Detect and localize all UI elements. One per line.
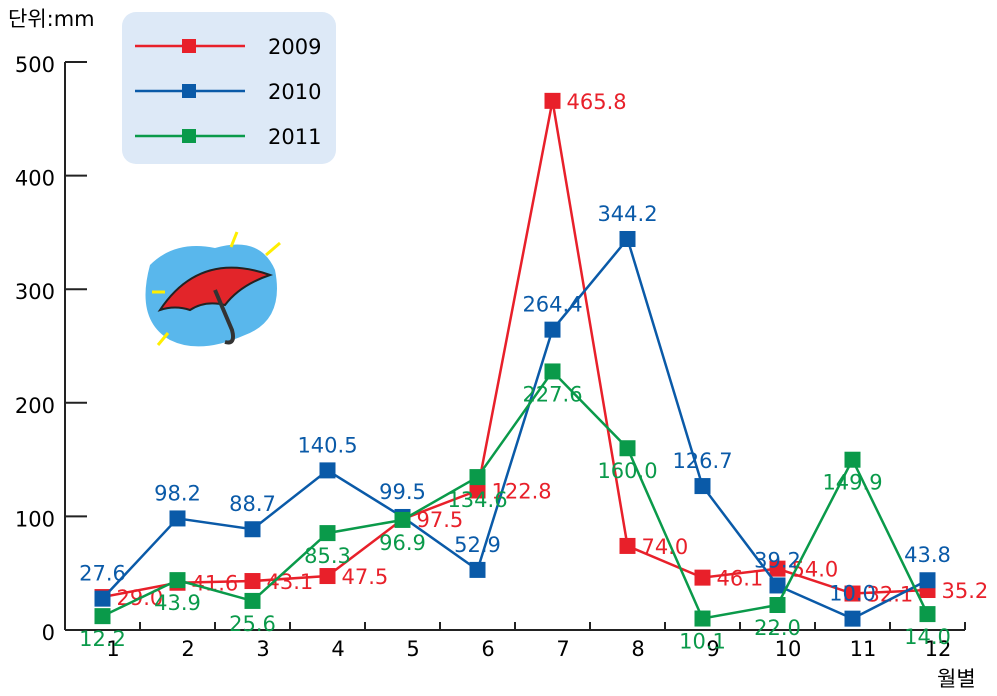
x-axis-label: 월별 [937, 667, 976, 691]
data-label: 39.2 [754, 548, 801, 572]
marker [694, 569, 711, 586]
marker [469, 561, 486, 578]
y-axis-label: 단위:mm [8, 7, 95, 31]
marker [94, 608, 111, 625]
marker [169, 510, 186, 527]
data-label: 264.4 [522, 293, 582, 317]
data-label: 134.6 [447, 488, 507, 512]
marker [619, 230, 636, 247]
data-label: 465.8 [567, 90, 627, 114]
legend-label: 2011 [268, 125, 321, 149]
y-tick-label: 100 [15, 507, 55, 531]
x-tick-label: 2 [181, 637, 194, 661]
legend-marker [182, 129, 196, 143]
x-tick-label: 3 [256, 637, 269, 661]
data-label: 149.9 [822, 471, 882, 495]
x-tick-label: 4 [331, 637, 344, 661]
x-tick-label: 12 [925, 637, 952, 661]
marker [769, 597, 786, 614]
marker [919, 572, 936, 589]
data-label: 96.9 [379, 531, 426, 555]
data-label: 10.1 [679, 630, 726, 654]
marker [319, 462, 336, 479]
marker [469, 482, 486, 499]
marker [544, 363, 561, 380]
x-tick-label: 9 [706, 637, 719, 661]
data-label: 126.7 [672, 449, 732, 473]
x-tick-label: 6 [481, 637, 494, 661]
marker [544, 92, 561, 109]
data-label: 227.6 [522, 382, 582, 406]
marker [619, 537, 636, 554]
data-label: 27.6 [79, 562, 126, 586]
legend-label: 2009 [268, 35, 321, 59]
data-label: 52.9 [454, 533, 501, 557]
marker [694, 610, 711, 627]
x-tick-label: 5 [406, 637, 419, 661]
legend-marker [182, 39, 196, 53]
marker [544, 321, 561, 338]
marker [169, 572, 186, 589]
data-label: 88.7 [229, 492, 276, 516]
x-tick-label: 8 [631, 637, 644, 661]
x-tick-label: 11 [850, 637, 877, 661]
x-tick-label: 1 [106, 637, 119, 661]
marker [319, 525, 336, 542]
data-label: 74.0 [642, 535, 689, 559]
data-label: 47.5 [342, 565, 389, 589]
marker [244, 521, 261, 538]
marker [844, 610, 861, 627]
marker [694, 478, 711, 495]
marker [919, 606, 936, 623]
marker [469, 469, 486, 486]
data-label: 85.3 [304, 544, 351, 568]
legend-label: 2010 [268, 80, 321, 104]
marker [94, 590, 111, 607]
line [101, 236, 929, 621]
y-tick-label: 500 [15, 53, 55, 77]
umbrella-icon [145, 231, 281, 347]
data-label: 14.0 [904, 625, 951, 649]
data-label: 22.0 [754, 616, 801, 640]
data-label: 344.2 [597, 202, 657, 226]
data-label: 46.1 [717, 567, 764, 591]
line [102, 100, 928, 599]
data-label: 98.2 [154, 481, 201, 505]
legend-marker [182, 84, 196, 98]
marker [844, 585, 861, 602]
y-tick-label: 0 [42, 621, 55, 645]
line [101, 369, 929, 620]
data-label: 25.6 [229, 612, 276, 636]
data-label: 140.5 [297, 433, 357, 457]
marker [619, 440, 636, 457]
x-tick-label: 10 [775, 637, 802, 661]
marker [769, 560, 786, 577]
data-label: 160.0 [597, 459, 657, 483]
data-label: 43.8 [904, 543, 951, 567]
marker [844, 451, 861, 468]
y-tick-label: 200 [15, 394, 55, 418]
data-label: 32.1 [867, 583, 914, 607]
y-tick-label: 300 [15, 280, 55, 304]
x-tick-label: 7 [556, 637, 569, 661]
marker [244, 592, 261, 609]
legend-box [122, 12, 336, 164]
data-label: 10.0 [829, 582, 876, 606]
data-label: 97.5 [417, 508, 464, 532]
data-label: 35.2 [942, 579, 989, 603]
y-tick-label: 400 [15, 167, 55, 191]
data-label: 12.2 [79, 627, 126, 651]
data-label: 99.5 [379, 480, 426, 504]
marker [394, 511, 411, 528]
marker [244, 573, 261, 590]
marker [769, 577, 786, 594]
data-label: 43.9 [154, 591, 201, 615]
marker [319, 568, 336, 585]
